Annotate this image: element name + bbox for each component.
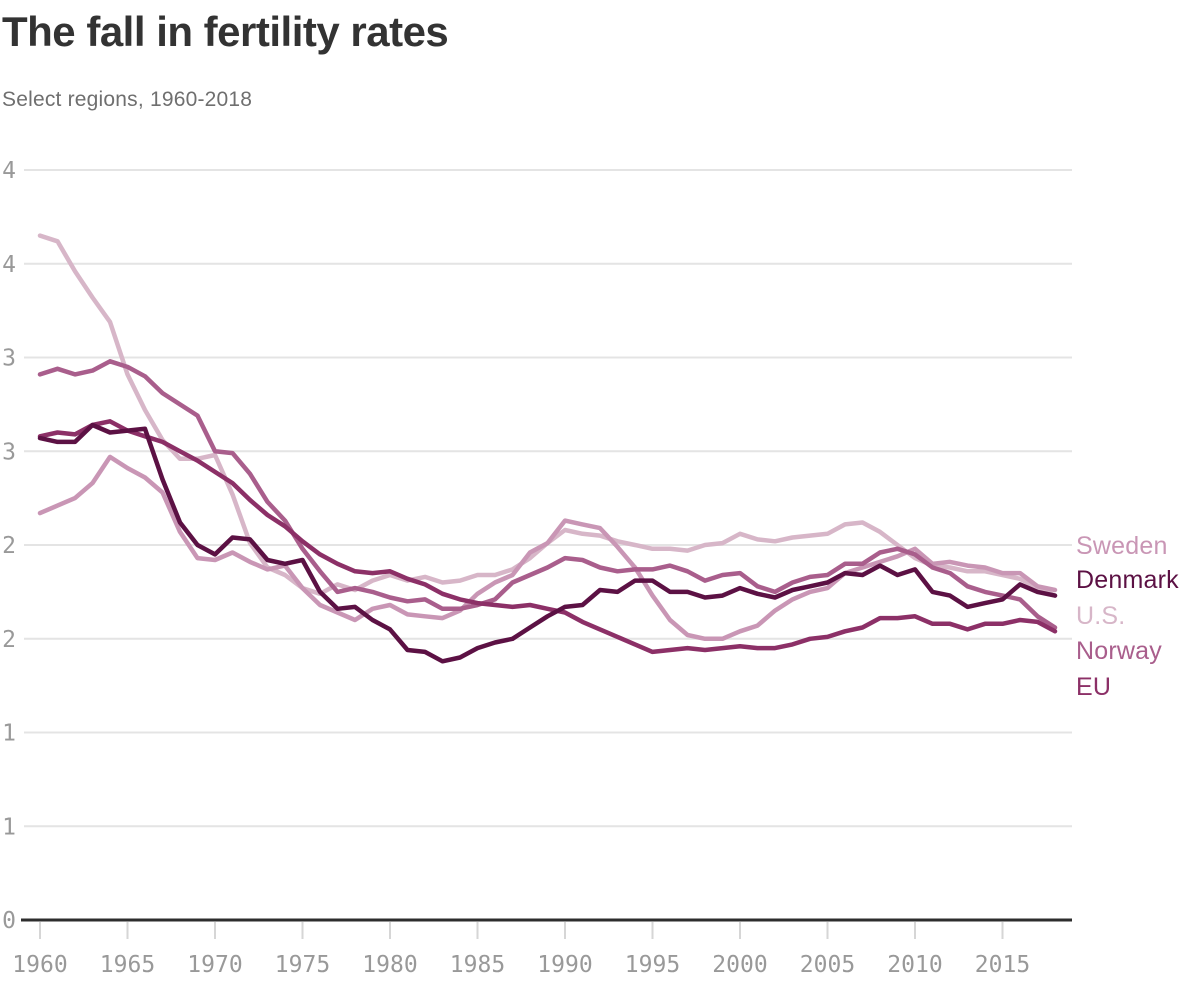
series-line-sweden — [37, 454, 1058, 642]
x-tick-label: 1970 — [187, 952, 242, 978]
chart-subtitle: Select regions, 1960-2018 — [2, 88, 253, 111]
x-tick-label: 2010 — [887, 952, 942, 978]
series-line-norway — [37, 359, 1058, 630]
y-tick-label: 1 — [2, 814, 16, 840]
y-tick-label: 1 — [2, 721, 16, 747]
y-tick-label: 3 — [2, 439, 16, 465]
x-tick-label: 1980 — [362, 952, 417, 978]
x-tick-label: 2000 — [712, 952, 767, 978]
y-tick-label: 4 — [2, 252, 16, 278]
x-tick-label: 1965 — [100, 952, 155, 978]
legend-label-norway: Norway — [1076, 637, 1162, 665]
legend-label-sweden: Sweden — [1076, 532, 1168, 560]
y-tick-label: 0 — [2, 908, 16, 934]
chart-title: The fall in fertility rates — [2, 8, 449, 55]
series-line-eu — [37, 419, 1058, 655]
x-tick-label: 1990 — [537, 952, 592, 978]
x-tick-label: 1985 — [450, 952, 505, 978]
y-tick-label: 2 — [2, 627, 16, 653]
legend-label-denmark: Denmark — [1076, 566, 1179, 594]
legend-label-eu: EU — [1076, 673, 1112, 701]
x-tick-label: 2015 — [975, 952, 1030, 978]
y-tick-label: 4 — [2, 158, 16, 184]
x-tick-label: 2005 — [800, 952, 855, 978]
x-tick-label: 1995 — [625, 952, 680, 978]
x-tick-label: 1960 — [12, 952, 67, 978]
legend-label-us: U.S. — [1076, 602, 1126, 630]
y-tick-label: 2 — [2, 533, 16, 559]
y-tick-label: 3 — [2, 346, 16, 372]
x-tick-label: 1975 — [275, 952, 330, 978]
series-line-denmark — [37, 422, 1058, 664]
